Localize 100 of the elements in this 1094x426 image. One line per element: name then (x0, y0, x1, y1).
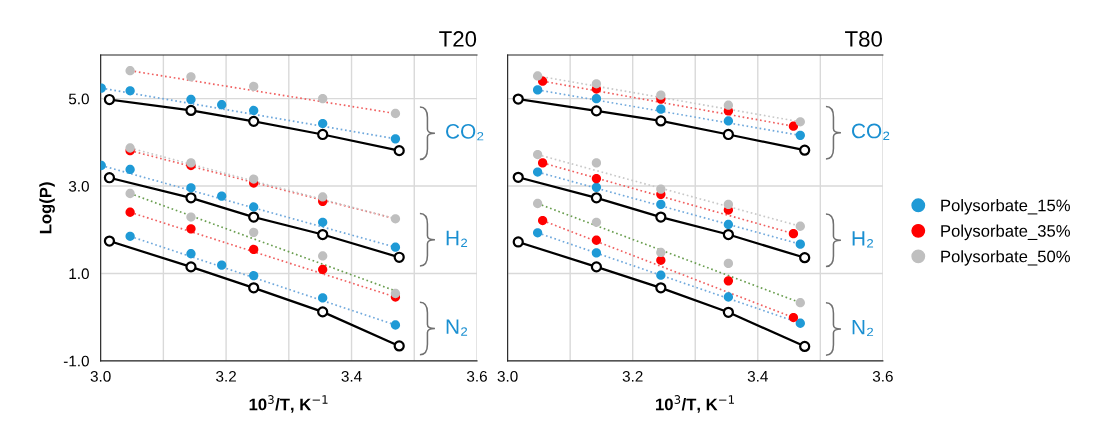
point (722, 228, 735, 241)
point (217, 191, 227, 201)
legend-label: Polysorbate_15% (941, 199, 1070, 215)
point (318, 118, 328, 129)
y-tick-label: -1.0 (63, 355, 89, 367)
x-tick-label: 3.2 (622, 370, 643, 382)
point (799, 252, 811, 264)
point (249, 227, 259, 238)
annotation: CO₂ (852, 123, 890, 140)
x-tick-label: 3.0 (90, 370, 111, 382)
point (788, 229, 799, 239)
point (591, 93, 602, 104)
point (591, 248, 602, 258)
point (390, 214, 401, 224)
point (390, 242, 401, 252)
point (656, 184, 666, 194)
point (795, 298, 805, 308)
point (590, 261, 603, 273)
point (249, 202, 259, 212)
point (591, 235, 602, 245)
point (788, 312, 799, 323)
point (656, 247, 666, 258)
point (103, 172, 116, 184)
point (512, 93, 524, 105)
point (393, 340, 405, 352)
x-tick-label: 3.0 (497, 370, 518, 382)
point (723, 292, 734, 302)
point (532, 198, 543, 209)
point (318, 293, 328, 303)
point (390, 108, 401, 119)
point (185, 192, 197, 204)
point (655, 282, 667, 294)
x-tick-label: 3.6 (872, 370, 893, 382)
x-tick-label: 3.2 (216, 370, 236, 382)
point (125, 164, 135, 175)
point (125, 66, 135, 76)
chart-title: T80 (845, 31, 882, 47)
x-axis-title: 10$^{3}$/T, K$^{−1}$ (656, 395, 734, 413)
point (390, 134, 401, 144)
point (655, 115, 667, 127)
point (318, 264, 328, 275)
point (532, 71, 543, 81)
point (656, 104, 666, 114)
point (186, 183, 196, 193)
annotation: N₂ (446, 319, 468, 336)
point (217, 100, 227, 110)
point (723, 116, 734, 126)
point (318, 93, 328, 104)
annotation: CO₂ (446, 124, 484, 141)
x-tick-label: 3.4 (341, 370, 362, 382)
point (390, 288, 401, 299)
point (723, 100, 734, 110)
y-tick-label: 5.0 (68, 93, 89, 105)
point (249, 174, 259, 184)
legend-label: Polysorbate_35% (941, 224, 1070, 241)
point (248, 115, 260, 127)
x-tick-label: 3.6 (466, 370, 487, 382)
point (591, 182, 602, 193)
point (217, 260, 227, 270)
y-axis-title: Log(P) (39, 182, 55, 234)
point (103, 93, 116, 106)
point (532, 167, 543, 177)
point (186, 72, 196, 82)
point (537, 158, 548, 168)
point (186, 212, 196, 222)
point (591, 173, 602, 184)
point (249, 81, 259, 92)
point (723, 276, 734, 286)
point (590, 105, 603, 117)
point (656, 255, 666, 265)
point (656, 270, 666, 280)
chart-title: T20 (439, 31, 477, 47)
point (125, 231, 135, 241)
annotation: N₂ (852, 319, 874, 337)
point (390, 320, 401, 330)
point (788, 121, 799, 131)
point (125, 86, 135, 96)
point (249, 105, 259, 116)
point (186, 249, 196, 259)
point (318, 251, 328, 261)
point (186, 94, 196, 105)
point (393, 251, 405, 263)
point (125, 188, 135, 199)
point (799, 340, 811, 353)
point (248, 211, 260, 223)
x-tick-label: 3.4 (747, 370, 768, 382)
y-tick-label: 1.0 (69, 268, 89, 280)
point (512, 236, 524, 248)
point (722, 128, 735, 141)
point (591, 217, 602, 227)
point (795, 221, 805, 231)
point (185, 104, 197, 117)
point (103, 235, 116, 247)
annotation: H₂ (852, 231, 874, 248)
point (590, 192, 603, 204)
point (249, 270, 259, 281)
point (532, 149, 543, 160)
point (125, 207, 135, 217)
point (723, 199, 734, 210)
point (318, 217, 328, 227)
